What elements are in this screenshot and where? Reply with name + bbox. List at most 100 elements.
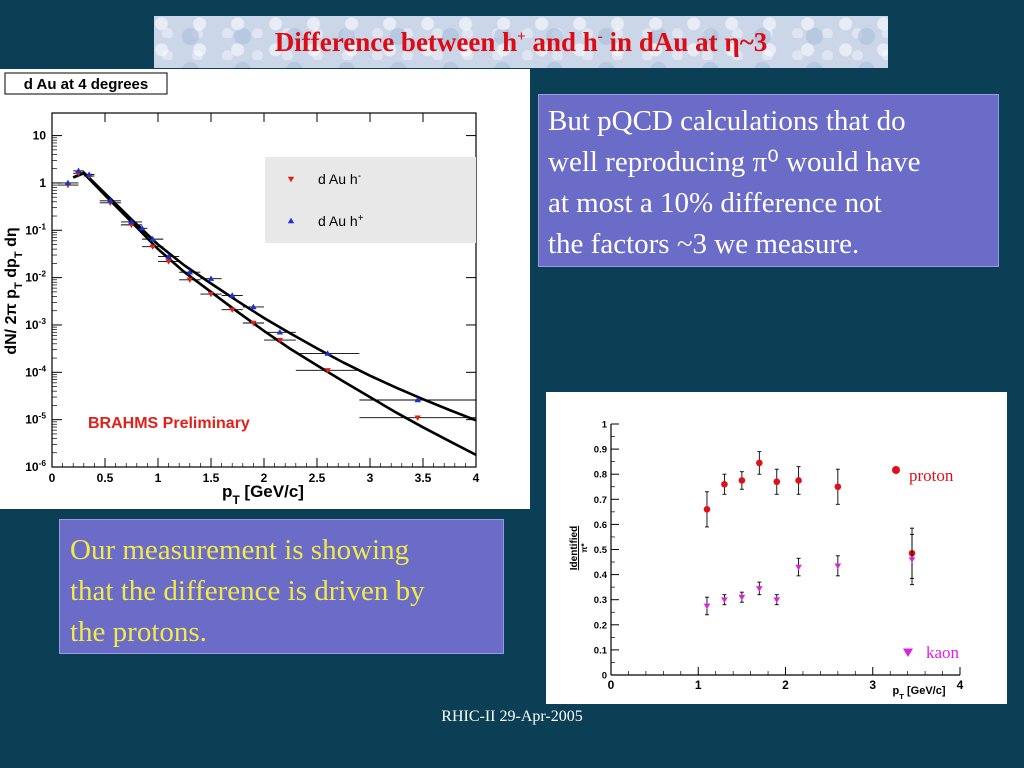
kaon-point (721, 597, 728, 603)
y-tick-label: 1 (602, 420, 608, 431)
proton-point (756, 459, 763, 467)
y-tick-label: 10-4 (25, 363, 46, 379)
y-tick-label: 0.5 (594, 545, 608, 556)
y-tick-label: 10 (33, 129, 47, 143)
callout-line: Our measurement is showing (70, 534, 410, 566)
h-plus-point (324, 350, 331, 356)
h-minus-point (149, 244, 156, 250)
x-tick-label: 3 (367, 471, 374, 485)
title-part: in dAu at (602, 26, 725, 57)
h-minus-point (186, 277, 193, 283)
y-tick-label: 0.3 (594, 595, 607, 606)
legend-marker-proton (892, 466, 900, 474)
y-tick-label: 0.6 (594, 520, 607, 531)
proton-point (738, 477, 746, 484)
callout-line: the factors ~3 we measure. (548, 228, 860, 260)
kaon-point (738, 594, 746, 601)
x-tick-label: 4 (957, 678, 964, 692)
h-plus-point (138, 225, 146, 231)
kaon-point (773, 597, 781, 603)
x-tick-label: 3 (869, 678, 876, 692)
title-sup-plus: + (517, 28, 526, 45)
legend-label-h-minus: d Au h- (318, 171, 361, 188)
h-plus-point (128, 218, 135, 225)
legend-label-proton: proton (909, 466, 954, 485)
x-tick-label: 2.5 (309, 471, 326, 485)
callout-line: But pQCD calculations that do (548, 105, 906, 137)
callout-line: the protons. (70, 616, 207, 648)
x-axis-title: pT [GeV/c] (892, 685, 945, 701)
x-tick-label: 0 (49, 471, 56, 485)
y-tick-label: 10-2 (25, 269, 46, 285)
callout-line: at most a 10% difference not (548, 187, 882, 219)
y-tick-label: 10-3 (25, 316, 46, 332)
y-tick-label: 0 (602, 671, 607, 682)
title-part: ~3 (739, 26, 768, 57)
proton-point (834, 483, 842, 491)
h-plus-point (207, 275, 215, 281)
h-minus-point (250, 320, 257, 327)
y-tick-label: 1 (39, 176, 46, 190)
x-tick-label: 4 (473, 471, 480, 485)
callout-line: well reproducing π⁰ would have (548, 146, 921, 178)
kaon-point (795, 564, 802, 571)
y-tick-label: 0.7 (594, 495, 607, 506)
legend-label-kaon: kaon (926, 643, 960, 662)
measurement-callout: Our measurement is showing that the diff… (59, 519, 504, 654)
y-tick-label: 0.2 (594, 620, 607, 631)
x-tick-label: 0.5 (97, 471, 114, 485)
y-tick-label: 10-6 (25, 458, 46, 474)
x-axis-title: pT [GeV/c] (222, 482, 304, 507)
h-plus-point (149, 235, 156, 242)
pqcd-callout: But pQCD calculations that do well repro… (538, 94, 999, 267)
preliminary-annotation: BRAHMS Preliminary (88, 415, 250, 432)
proton-point (795, 477, 802, 484)
x-tick-label: 2 (261, 471, 268, 485)
kaon-point (834, 563, 842, 570)
h-plus-point (229, 292, 236, 298)
slide-title-banner: Difference between h+ and h- in dAu at η… (154, 16, 888, 68)
kaon-point (703, 603, 711, 610)
legend-marker-h-minus (287, 176, 295, 183)
proton-point (721, 480, 728, 488)
y-tick-label: 0.4 (594, 570, 608, 581)
h-minus-point (414, 415, 421, 421)
slide-footer: RHIC-II 29-Apr-2005 (441, 708, 583, 725)
h-plus-point (75, 167, 82, 174)
legend-marker-h-plus (287, 217, 295, 224)
ratio-chart: 0 0.1 0.2 0.3 0.4 0.5 0.6 0.7 0.8 0.9 1 0 1 2 3 4 pT [Ge… (546, 392, 1007, 704)
h-minus-point (165, 259, 172, 265)
title-eta: η (724, 26, 740, 57)
slide-title: Difference between h+ and h- in dAu at η… (275, 27, 767, 58)
y-tick-label: 0.9 (594, 445, 607, 456)
h-minus-point (276, 337, 284, 344)
h-plus-point (250, 303, 257, 310)
callout-line: that the difference is driven by (70, 575, 425, 607)
title-sup-minus: - (597, 28, 603, 45)
y-axis-title: dN/ 2π pT dpT dη (3, 227, 25, 354)
x-tick-label: 0 (608, 678, 615, 692)
title-part: Difference between h (274, 26, 518, 57)
x-tick-label: 3.5 (415, 471, 432, 485)
fit-curve (72, 171, 477, 422)
spectra-chart: d Au at 4 degrees 0 0.5 1 1.5 2 2.5 3 3.5 4 10-6 10… (0, 69, 530, 509)
h-plus-point (107, 197, 114, 204)
h-minus-point (207, 291, 215, 298)
y-axis-title: Identified (569, 526, 580, 570)
h-minus-point (229, 307, 236, 313)
legend-box (265, 157, 476, 243)
y-tick-label: 0.1 (594, 645, 608, 656)
chart-label-box (4, 72, 168, 95)
x-tick-label: 1 (155, 471, 162, 485)
legend-marker-kaon (903, 648, 913, 657)
y-axis-title-denominator: π* (580, 543, 589, 553)
kaon-point (908, 557, 916, 563)
x-tick-label: 1.5 (203, 471, 220, 485)
h-plus-point (85, 171, 93, 177)
chart-background (546, 392, 1007, 704)
y-tick-label: 0.8 (594, 470, 607, 481)
h-minus-point (324, 368, 331, 374)
proton-point (773, 478, 781, 486)
h-plus-point (64, 179, 72, 186)
kaon-point (756, 586, 763, 592)
